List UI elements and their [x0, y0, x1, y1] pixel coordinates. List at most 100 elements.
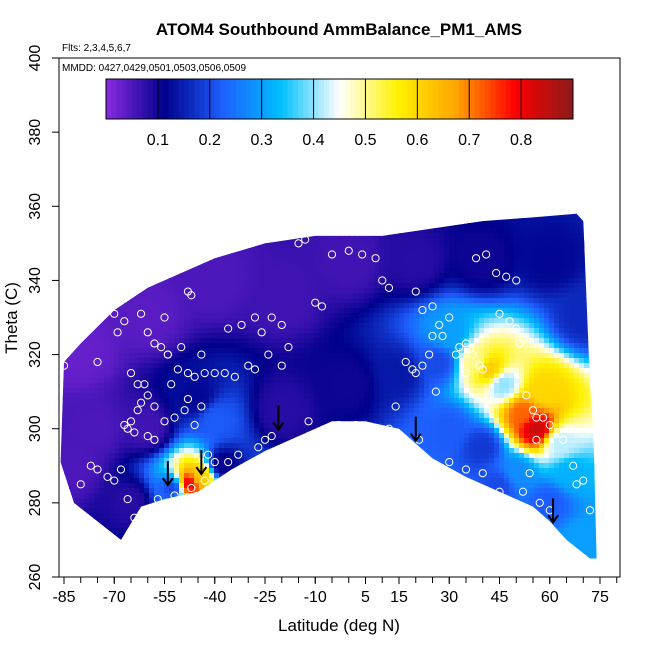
heatmap-cell-4458: [314, 253, 320, 259]
heatmap-cell-4045: [509, 233, 515, 239]
heatmap-cell-3830: [564, 223, 570, 229]
heatmap-cell-4934: [434, 273, 440, 279]
heatmap-cell-4239: [349, 243, 355, 249]
heatmap-cell-4553: [224, 258, 230, 264]
heatmap-cell-4398: [579, 248, 585, 254]
heatmap-cell-4378: [479, 248, 485, 254]
heatmap-cell-4366: [419, 248, 425, 254]
heatmap-cell-4167: [554, 238, 560, 244]
heatmap-cell-4921: [369, 273, 375, 279]
heatmap-cell-4156: [499, 238, 505, 244]
heatmap-cell-4275: [529, 243, 535, 249]
heatmap-cell-4958: [554, 273, 560, 279]
heatmap-cell-4719: [489, 263, 495, 269]
heatmap-cell-4394: [559, 248, 565, 254]
heatmap-cell-4452: [284, 253, 290, 259]
heatmap-cell-3719: [574, 218, 580, 224]
heatmap-cell-4139: [414, 238, 420, 244]
heatmap-cell-4716: [474, 263, 480, 269]
heatmap-cell-4358: [379, 248, 385, 254]
heatmap-cell-4727: [529, 263, 535, 269]
heatmap-cell-4154: [489, 238, 495, 244]
heatmap-cell-4595: [434, 258, 440, 264]
heatmap-cell-4231: [309, 243, 315, 249]
heatmap-cell-4939: [459, 273, 465, 279]
heatmap-cell-4151: [474, 238, 480, 244]
heatmap-cell-4249: [399, 243, 405, 249]
heatmap-cell-4356: [369, 248, 375, 254]
heatmap-cell-4029: [429, 233, 435, 239]
heatmap-cell-3702: [489, 218, 495, 224]
heatmap-cell-4945: [489, 273, 495, 279]
heatmap-cell-4556: [239, 258, 245, 264]
heatmap-cell-3703: [494, 218, 500, 224]
heatmap-cell-4571: [314, 258, 320, 264]
heatmap-cell-4353: [354, 248, 360, 254]
heatmap-cell-4165: [544, 238, 550, 244]
heatmap-cell-4033: [449, 233, 455, 239]
heatmap-cell-4020: [384, 233, 390, 239]
heatmap-cell-3819: [509, 223, 515, 229]
heatmap-cell-4912: [324, 273, 330, 279]
heatmap-cell-4589: [404, 258, 410, 264]
heatmap-cell-4051: [539, 233, 545, 239]
heatmap-cell-4614: [529, 258, 535, 264]
heatmap-cell-4265: [479, 243, 485, 249]
heatmap-cell-4723: [509, 263, 515, 269]
heatmap-cell-4930: [414, 273, 420, 279]
heatmap-cell-4804: [349, 268, 355, 274]
heatmap-cell-4490: [474, 253, 480, 259]
heatmap-cell-4703: [409, 263, 415, 269]
heatmap-cell-4620: [559, 258, 565, 264]
heatmap-cell-3923: [464, 228, 470, 234]
heatmap-cell-4222: [264, 243, 270, 249]
heatmap-cell-4895: [239, 273, 245, 279]
heatmap-cell-4243: [369, 243, 375, 249]
heatmap-cell-4801: [334, 268, 340, 274]
heatmap-cell-4332: [249, 248, 255, 254]
heatmap-cell-4040: [484, 233, 490, 239]
heatmap-cell-4364: [409, 248, 415, 254]
heatmap-cell-4574: [329, 258, 335, 264]
heatmap-cell-4582: [369, 258, 375, 264]
heatmap-cell-4948: [504, 273, 510, 279]
heatmap-cell-4587: [394, 258, 400, 264]
heatmap-cell-4951: [519, 273, 525, 279]
heatmap-cell-4338: [279, 248, 285, 254]
heatmap-cell-4272: [514, 243, 520, 249]
heatmap-cell-4488: [464, 253, 470, 259]
heatmap-cell-4283: [569, 243, 575, 249]
heatmap-cell-4896: [244, 273, 250, 279]
heatmap-cell-4776: [209, 268, 215, 274]
heatmap-cell-4246: [384, 243, 390, 249]
heatmap-cell-4883: [179, 273, 185, 279]
heatmap-cell-4885: [189, 273, 195, 279]
heatmap-cell-4686: [324, 263, 330, 269]
heatmap-cell-4694: [364, 263, 370, 269]
heatmap-cell-3603: [559, 213, 565, 219]
heatmap-cell-4447: [259, 253, 265, 259]
heatmap-cell-4950: [514, 273, 520, 279]
heatmap-cell-4164: [539, 238, 545, 244]
heatmap-cell-4267: [489, 243, 495, 249]
heatmap-cell-4811: [384, 268, 390, 274]
heatmap-cell-4717: [479, 263, 485, 269]
heatmap-cell-3920: [449, 228, 455, 234]
heatmap-cell-4994: [169, 278, 175, 284]
heatmap-cell-4250: [404, 243, 410, 249]
heatmap-cell-4774: [199, 268, 205, 274]
heatmap-cell-4131: [374, 238, 380, 244]
heatmap-cell-4028: [424, 233, 430, 239]
heatmap-cell-4813: [394, 268, 400, 274]
heatmap-cell-4280: [554, 243, 560, 249]
heatmap-cell-4454: [294, 253, 300, 259]
heatmap-cell-4391: [544, 248, 550, 254]
heatmap-cell-3944: [569, 228, 575, 234]
heatmap-cell-4617: [544, 258, 550, 264]
heatmap-cell-4608: [499, 258, 505, 264]
heatmap-cell-3712: [539, 218, 545, 224]
heatmap-cell-4569: [304, 258, 310, 264]
heatmap-cell-4726: [524, 263, 530, 269]
heatmap-cell-4145: [444, 238, 450, 244]
heatmap-cell-4355: [364, 248, 370, 254]
